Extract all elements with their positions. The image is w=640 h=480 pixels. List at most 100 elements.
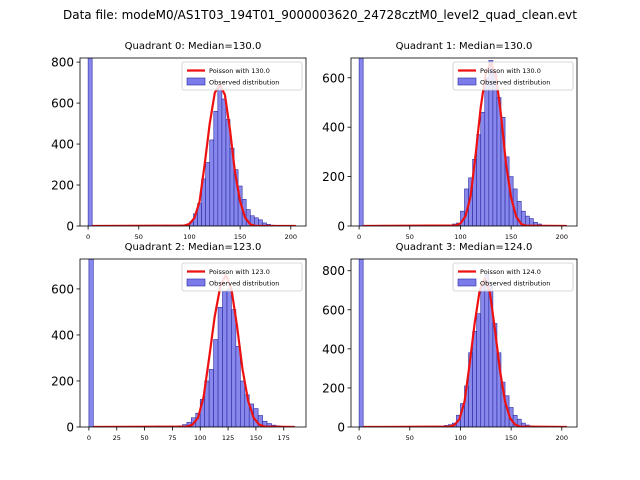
subplot-quadrant-3: Quadrant 3: Median=124.0 0 50 100 150 200 0 200… [322, 242, 578, 442]
x-tick-label: 0 [86, 233, 90, 241]
x-tick-label: 175 [278, 434, 290, 442]
y-tick-label: 400 [51, 138, 74, 152]
y-tick-label: 0 [66, 421, 74, 435]
x-tick-label: 100 [194, 434, 206, 442]
histogram-bar [222, 290, 228, 427]
subplot-quadrant-2: Quadrant 2: Median=123.0 0 25 50 75 100 125 150… [51, 242, 307, 442]
histogram-bar [235, 346, 241, 427]
histogram-bar [208, 369, 214, 427]
histogram-bar [231, 309, 237, 427]
histogram-bar [358, 259, 364, 427]
legend-box [452, 262, 574, 292]
x-tick-label: 25 [113, 434, 121, 442]
y-tick-label: 400 [51, 328, 74, 342]
histogram-bar [240, 380, 246, 427]
histogram-bar [205, 162, 211, 226]
x-tick-label: 50 [406, 233, 414, 241]
histogram-bar [217, 307, 223, 427]
y-tick-label: 0 [337, 220, 345, 234]
histogram-bar [213, 110, 219, 226]
subplot-title: Quadrant 3: Median=124.0 [396, 242, 533, 253]
axes-frame [350, 57, 578, 227]
histogram-bar [480, 112, 486, 226]
x-tick-label: 150 [505, 434, 517, 442]
y-tick-label: 800 [51, 56, 74, 70]
x-tick-label: 0 [357, 434, 361, 442]
legend-bar-swatch [457, 77, 477, 86]
x-tick-label: 150 [250, 434, 262, 442]
x-tick-label: 0 [87, 434, 91, 442]
x-tick-label: 100 [454, 434, 466, 442]
legend-box [181, 262, 303, 292]
histogram-bar [87, 58, 93, 226]
subplot-title: Quadrant 1: Median=130.0 [396, 41, 533, 52]
legend-line-label: Poisson with 130.0 [480, 67, 541, 75]
subplot-quadrant-0: Quadrant 0: Median=130.0 0 50 100 150 200 0 200… [51, 41, 307, 241]
subplot-quadrant-1: Quadrant 1: Median=130.0 0 50 100 150 200 0 200… [322, 41, 578, 241]
legend-bar-label: Observed distribution [209, 280, 279, 288]
y-tick-label: 0 [337, 421, 345, 435]
legend-bar-label: Observed distribution [480, 280, 550, 288]
x-tick-label: 0 [357, 233, 361, 241]
y-tick-label: 400 [322, 342, 345, 356]
histogram-bar [492, 72, 498, 226]
histogram-bar [480, 286, 486, 427]
y-tick-label: 600 [322, 303, 345, 317]
legend-box [181, 61, 303, 91]
legend-line-label: Poisson with 123.0 [209, 268, 270, 276]
y-tick-label: 200 [51, 179, 74, 193]
x-tick-label: 75 [168, 434, 176, 442]
y-tick-label: 200 [322, 170, 345, 184]
x-tick-label: 150 [505, 233, 517, 241]
legend-box [452, 61, 574, 91]
histogram-bar [217, 84, 223, 226]
y-tick-label: 600 [322, 71, 345, 85]
legend: Poisson with 124.0 Observed distribution [452, 262, 574, 292]
x-tick-label: 150 [234, 233, 246, 241]
legend-line-label: Poisson with 124.0 [480, 268, 541, 276]
axes-frame [350, 258, 578, 428]
figure-suptitle: Data file: modeM0/AS1T03_194T01_90000036… [63, 8, 577, 22]
x-tick-label: 50 [140, 434, 148, 442]
histogram-bar [476, 313, 482, 427]
x-tick-label: 200 [556, 434, 568, 442]
legend-bar-swatch [186, 278, 206, 287]
legend: Poisson with 130.0 Observed distribution [181, 61, 303, 91]
legend: Poisson with 123.0 Observed distribution [181, 262, 303, 292]
y-tick-label: 200 [322, 381, 345, 395]
legend-bar-swatch [457, 278, 477, 287]
x-tick-label: 100 [454, 233, 466, 241]
x-tick-label: 200 [556, 233, 568, 241]
histogram-bar [88, 259, 94, 427]
x-tick-label: 100 [183, 233, 195, 241]
y-tick-label: 400 [322, 121, 345, 135]
histogram-bar [221, 98, 227, 226]
poisson-curve [92, 83, 296, 226]
poisson-curve [93, 274, 295, 427]
histogram-bar [358, 58, 364, 226]
y-tick-label: 600 [51, 97, 74, 111]
subplot-title: Quadrant 2: Median=123.0 [125, 242, 262, 253]
histogram-bar [484, 274, 490, 427]
legend: Poisson with 130.0 Observed distribution [452, 61, 574, 91]
y-tick-label: 200 [51, 374, 74, 388]
axes-frame [79, 57, 307, 227]
histogram-bar [225, 119, 231, 226]
x-tick-label: 50 [135, 233, 143, 241]
histogram-bar [484, 77, 490, 226]
subplot-title: Quadrant 0: Median=130.0 [125, 41, 262, 52]
y-tick-label: 0 [66, 220, 74, 234]
x-tick-label: 125 [222, 434, 234, 442]
legend-bar-swatch [186, 77, 206, 86]
histogram-bar [472, 330, 477, 427]
y-tick-label: 600 [51, 282, 74, 296]
histogram-bar [226, 288, 232, 427]
histogram-bar [209, 139, 215, 226]
x-tick-label: 200 [285, 233, 297, 241]
y-tick-label: 800 [322, 264, 345, 278]
x-tick-label: 50 [406, 434, 414, 442]
legend-bar-label: Observed distribution [209, 79, 279, 87]
axes-frame [79, 258, 307, 428]
histogram-bar [213, 339, 219, 427]
